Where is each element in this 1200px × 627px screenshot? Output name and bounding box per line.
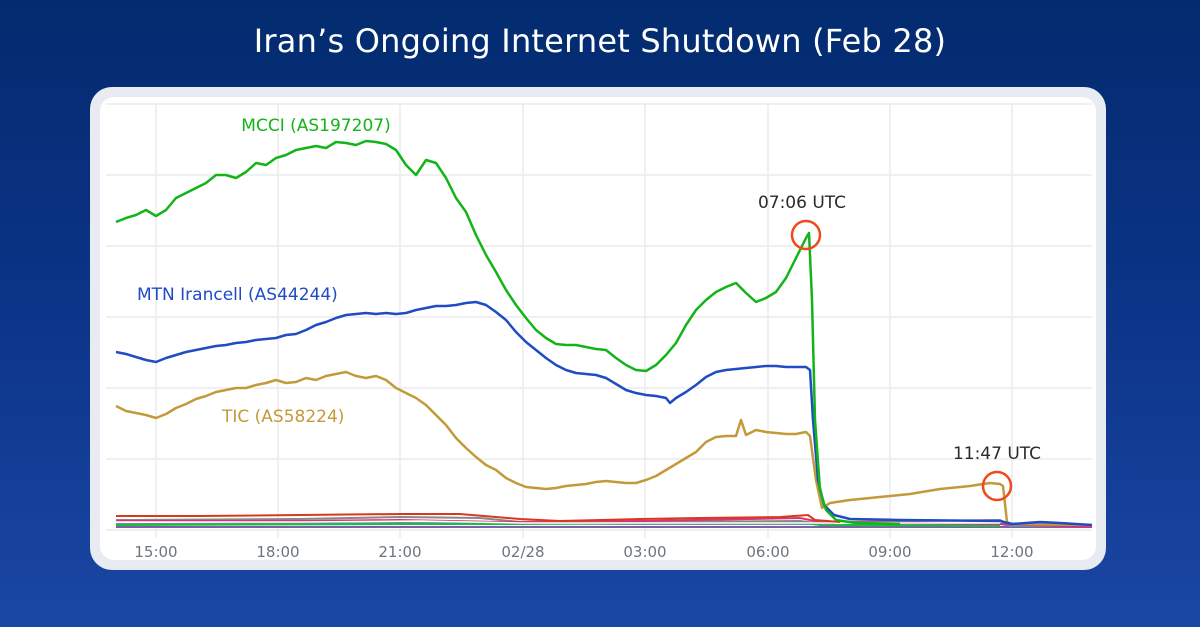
x-axis: 15:00 18:00 21:00 02/28 03:00 06:00 09:0…: [134, 543, 1033, 560]
x-tick: 12:00: [990, 543, 1033, 560]
mcci-line: [115, 139, 901, 526]
tic-line: [115, 370, 1093, 527]
x-tick: 09:00: [868, 543, 911, 560]
annotation-label-1147: 11:47 UTC: [953, 444, 1041, 464]
x-tick: 18:00: [256, 543, 299, 560]
annotation-label-0706: 07:06 UTC: [758, 193, 846, 213]
annotation-circle-0706: [790, 219, 822, 251]
x-tick: 06:00: [746, 543, 789, 560]
grid-vertical: [155, 104, 1013, 538]
series-label-tic: TIC (AS58224): [221, 407, 344, 427]
x-tick: 21:00: [378, 543, 421, 560]
chart-card: 07:06 UTC 11:47 UTC MCCI (AS197207) MTN …: [100, 97, 1096, 560]
grid-horizontal: [106, 103, 1092, 531]
series-label-mtn: MTN Irancell (AS44244): [137, 285, 338, 305]
annotation-circle-1147: [981, 470, 1013, 502]
series-label-mcci: MCCI (AS197207): [241, 116, 390, 136]
x-tick: 15:00: [134, 543, 177, 560]
x-tick: 03:00: [623, 543, 666, 560]
x-tick: 02/28: [501, 543, 544, 560]
mtn-line: [115, 300, 1093, 527]
page-title: Iran’s Ongoing Internet Shutdown (Feb 28…: [253, 22, 947, 60]
line-chart: 07:06 UTC 11:47 UTC MCCI (AS197207) MTN …: [106, 103, 1093, 560]
